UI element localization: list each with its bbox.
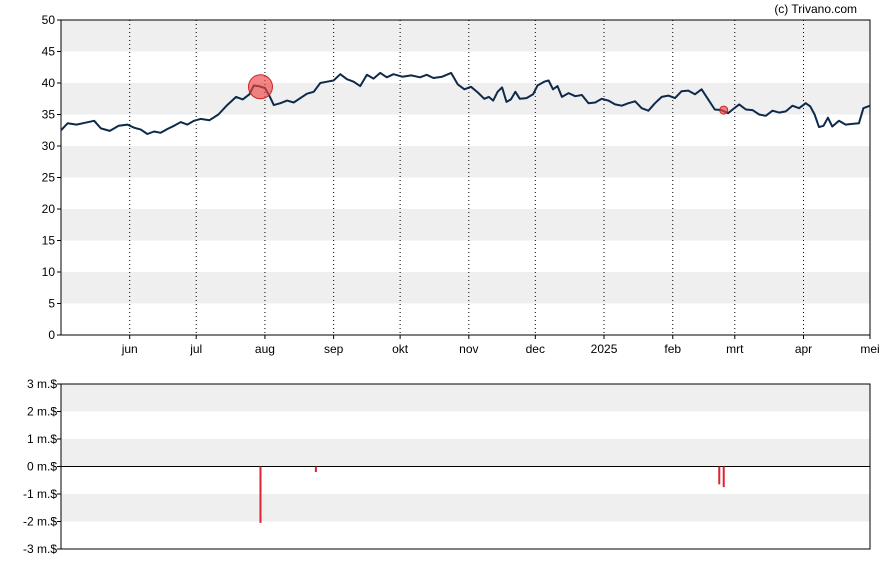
price-y-tick-label: 45 <box>42 45 56 59</box>
price-y-tick-label: 15 <box>42 234 56 248</box>
volume-grid-band <box>61 439 870 467</box>
volume-bar <box>722 466 725 488</box>
price-y-tick-label: 30 <box>42 139 56 153</box>
price-x-tick-label: nov <box>459 342 478 356</box>
price-y-axis: 0 5 10 15 20 25 30 35 40 45 50 <box>42 13 61 342</box>
price-grid-band <box>61 146 870 178</box>
price-x-tick-label: mrt <box>726 342 744 356</box>
volume-y-tick-label: 0 m.$ <box>27 460 57 474</box>
price-y-tick-label: 20 <box>42 202 56 216</box>
price-grid-band <box>61 272 870 304</box>
price-x-tick-label: sep <box>324 342 344 356</box>
volume-y-tick-label: 1 m.$ <box>27 432 57 446</box>
price-x-tick-label: okt <box>392 342 409 356</box>
price-grid-band <box>61 20 870 52</box>
price-x-tick-label: jun <box>121 342 138 356</box>
volume-grid-band <box>61 384 870 412</box>
price-y-tick-label: 5 <box>48 297 55 311</box>
price-marker <box>719 105 729 115</box>
price-x-tick-label: 2025 <box>591 342 618 356</box>
volume-bar <box>314 466 317 472</box>
price-marker <box>247 74 273 100</box>
volume-grid-band <box>61 494 870 522</box>
price-y-tick-label: 35 <box>42 108 56 122</box>
price-x-tick-label: aug <box>255 342 275 356</box>
price-month-gridlines <box>129 20 805 335</box>
copyright-text: (c) Trivano.com <box>774 2 857 16</box>
volume-bar <box>259 466 262 523</box>
volume-y-tick-label: -3 m.$ <box>23 542 57 556</box>
price-x-tick-label: mei <box>860 342 879 356</box>
price-x-axis: jun jul aug sep okt nov dec 2025 feb mrt apr mei <box>121 335 880 356</box>
price-y-tick-label: 10 <box>42 265 56 279</box>
price-series-line <box>60 71 871 135</box>
volume-grid-bands <box>61 384 870 522</box>
volume-bar <box>718 466 721 485</box>
price-y-tick-label: 0 <box>48 328 55 342</box>
volume-bars <box>259 466 725 523</box>
price-y-tick-label: 40 <box>42 76 56 90</box>
price-grid-band <box>61 209 870 241</box>
price-y-tick-label: 25 <box>42 171 56 185</box>
price-x-tick-label: apr <box>795 342 812 356</box>
volume-y-axis: -3 m.$ -2 m.$ -1 m.$ 0 m.$ 1 m.$ 2 m.$ 3 m.$ <box>23 377 61 556</box>
volume-y-tick-label: -1 m.$ <box>23 487 57 501</box>
volume-y-tick-label: -2 m.$ <box>23 515 57 529</box>
price-grid-bands <box>61 20 870 304</box>
volume-y-tick-label: 2 m.$ <box>27 405 57 419</box>
price-x-tick-label: dec <box>526 342 545 356</box>
price-markers <box>247 74 729 115</box>
price-x-tick-label: jul <box>189 342 202 356</box>
volume-y-tick-label: 3 m.$ <box>27 377 57 391</box>
price-y-tick-label: 50 <box>42 13 56 27</box>
price-x-tick-label: feb <box>664 342 681 356</box>
